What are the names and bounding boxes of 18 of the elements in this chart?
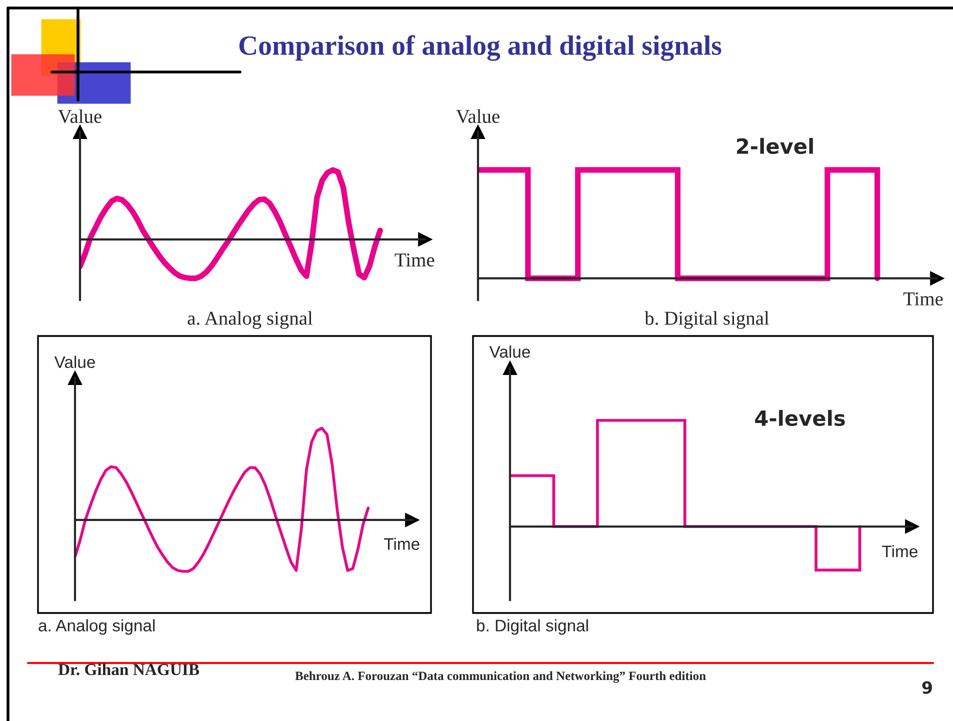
x-axis-title: Time	[903, 292, 943, 306]
x-axis-title: Time	[394, 253, 434, 267]
text: b. Digital signal	[644, 311, 769, 329]
text: 2-level	[737, 138, 813, 154]
y-axis-title: Value	[58, 109, 102, 124]
text: b. Digital signal	[477, 619, 588, 635]
text: 9	[922, 681, 932, 694]
y-axis-title: Value	[54, 356, 95, 368]
x-axis-title: Time	[882, 545, 918, 558]
text: Comparison of analog and digital signals	[239, 35, 722, 61]
text: a. Analog signal	[38, 619, 155, 635]
text: Dr. Gihan NAGUIB	[58, 663, 200, 676]
text: Behrouz A. Forouzan “Data communication and Networking” Fourth edition	[295, 671, 706, 683]
text: a. Analog signal	[188, 311, 313, 329]
annotation: 4-levels	[755, 410, 845, 426]
y-axis-title: Value	[456, 109, 500, 124]
x-axis-title: Time	[384, 538, 420, 550]
y-axis-title: Value	[489, 346, 530, 358]
